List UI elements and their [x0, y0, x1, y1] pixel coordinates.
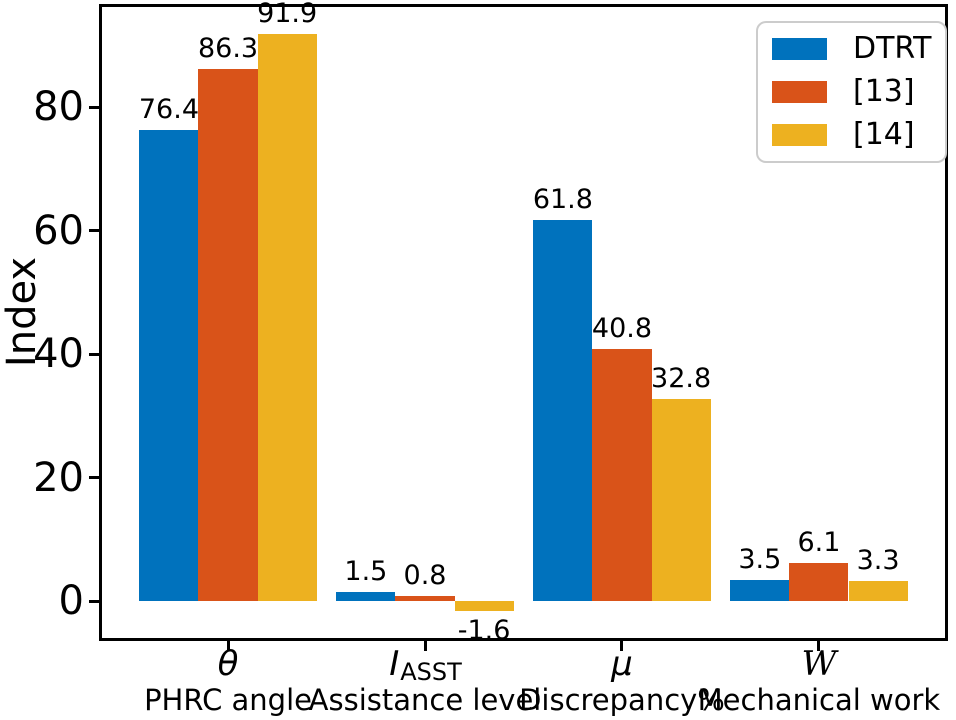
plot-area — [99, 4, 948, 641]
bar-value-label: 3.5 — [738, 543, 782, 575]
y-tick-mark — [89, 105, 99, 109]
x-category-symbol: IASST — [305, 644, 545, 687]
category-symbol-glyph: μ — [611, 644, 633, 684]
x-tick-mark — [817, 641, 821, 651]
x-tick-mark — [226, 641, 230, 651]
legend: DTRT [13] [14] — [756, 21, 948, 163]
bar-DTRT-0 — [139, 129, 199, 602]
bar-14-1 — [454, 601, 514, 611]
legend-label-dtrt: DTRT — [853, 31, 932, 66]
bar-14-3 — [848, 580, 908, 602]
category-symbol-glyph: W — [801, 644, 837, 684]
bar-value-label: 86.3 — [197, 32, 259, 64]
x-tick-mark — [423, 641, 427, 651]
bar-value-label: 76.4 — [138, 93, 199, 125]
bar-value-label: 3.3 — [856, 544, 900, 576]
bar-value-label: 40.8 — [591, 313, 653, 345]
y-tick-mark — [89, 599, 99, 603]
x-category-label: PHRC angle — [144, 683, 312, 717]
legend-entry-dtrt: DTRT — [772, 33, 931, 65]
y-tick-label: 20 — [33, 454, 84, 501]
bar-13-3 — [789, 563, 849, 602]
x-category-label: Mechanical work — [697, 683, 941, 717]
x-category-symbol: θ — [108, 644, 348, 684]
bar-value-label: 61.8 — [532, 183, 593, 215]
bar-DTRT-1 — [336, 591, 396, 602]
legend-entry-ref14: [14] — [772, 119, 931, 151]
x-category-label: Assistance level — [308, 683, 542, 717]
legend-entry-ref13: [13] — [772, 76, 931, 108]
bar-DTRT-2 — [533, 219, 593, 602]
x-category-symbol: W — [699, 644, 939, 684]
y-tick-mark — [89, 352, 99, 356]
category-symbol-glyph: θ — [217, 644, 239, 684]
x-tick-mark — [620, 641, 624, 651]
bar-14-2 — [651, 398, 711, 602]
bar-13-1 — [395, 596, 455, 602]
legend-swatch-ref13 — [772, 81, 827, 103]
legend-swatch-dtrt — [772, 38, 827, 60]
y-tick-mark — [89, 476, 99, 480]
bar-value-label: 32.8 — [651, 362, 712, 394]
bar-13-2 — [592, 349, 652, 602]
y-tick-mark — [89, 229, 99, 233]
bar-value-label: 0.8 — [403, 560, 447, 592]
bar-value-label: 6.1 — [797, 527, 841, 559]
bar-DTRT-3 — [730, 579, 790, 602]
x-category-symbol: μ — [502, 644, 742, 684]
category-symbol-glyph: I — [389, 644, 400, 684]
bar-value-label: -1.6 — [457, 614, 511, 646]
y-tick-label: 40 — [33, 331, 84, 378]
legend-label-ref13: [13] — [853, 74, 915, 109]
bar-14-0 — [257, 34, 317, 602]
bar-value-label: 91.9 — [257, 0, 318, 30]
category-symbol-subscript: ASST — [400, 658, 462, 686]
bar-13-0 — [198, 68, 258, 602]
y-tick-label: 80 — [33, 84, 84, 131]
y-tick-label: 0 — [58, 578, 84, 625]
y-tick-label: 60 — [33, 207, 84, 254]
bar-value-label: 1.5 — [344, 555, 388, 587]
x-category-label: Discrepancy% — [519, 683, 725, 717]
legend-swatch-ref14 — [772, 124, 827, 146]
legend-label-ref14: [14] — [853, 117, 915, 152]
